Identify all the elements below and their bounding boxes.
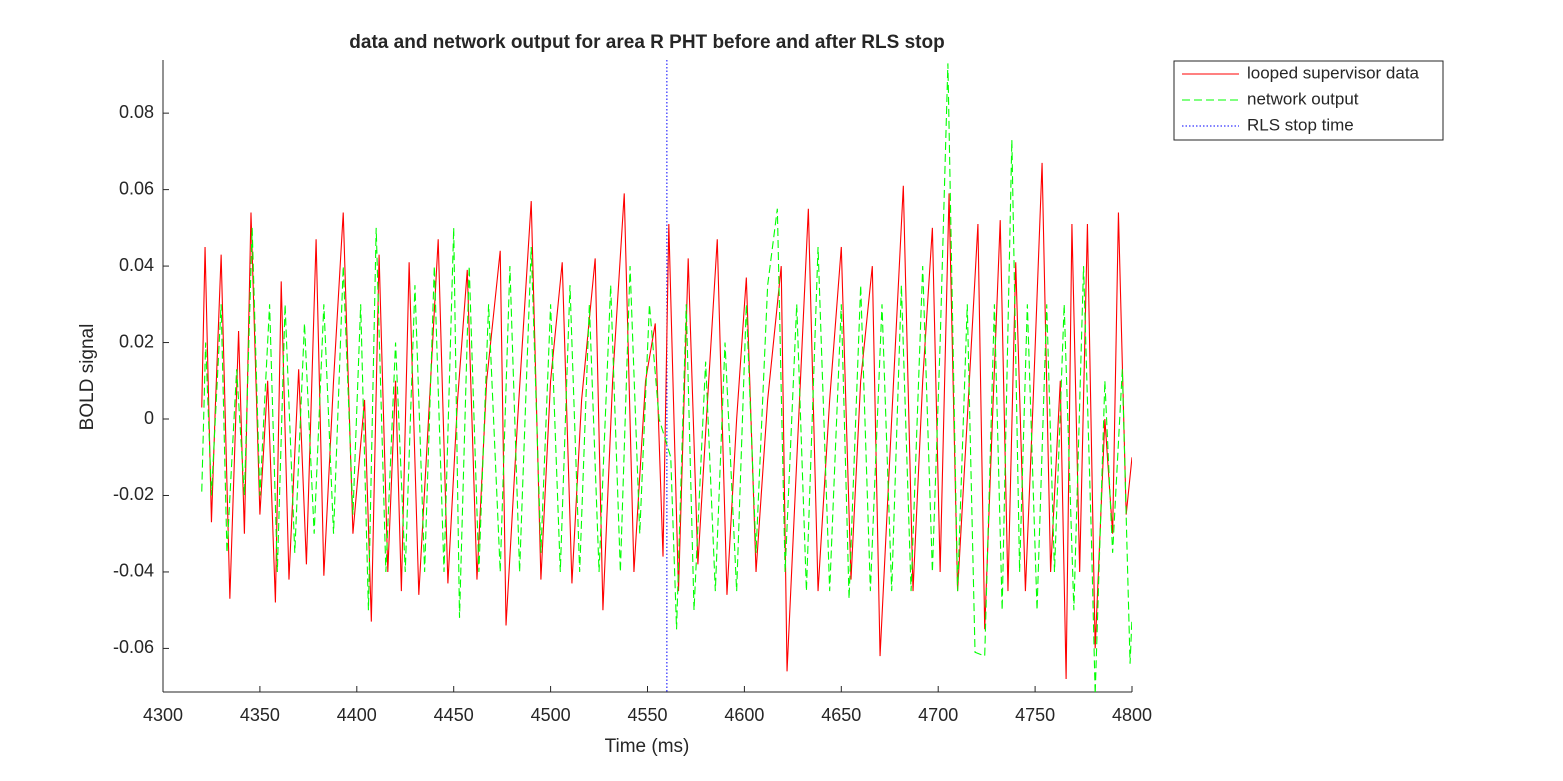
y-tick-label: 0.08 xyxy=(119,102,154,122)
x-tick-label: 4750 xyxy=(1015,705,1055,725)
legend-label: looped supervisor data xyxy=(1247,63,1420,82)
x-tick-label: 4300 xyxy=(143,705,183,725)
y-tick-label: 0.02 xyxy=(119,331,154,351)
x-tick-label: 4500 xyxy=(531,705,571,725)
y-tick-label: 0 xyxy=(144,408,154,428)
y-tick-label: -0.04 xyxy=(113,561,154,581)
x-tick-label: 4400 xyxy=(337,705,377,725)
x-tick-label: 4550 xyxy=(627,705,667,725)
x-tick-label: 4700 xyxy=(918,705,958,725)
x-tick-label: 4450 xyxy=(434,705,474,725)
y-tick-label: -0.02 xyxy=(113,484,154,504)
x-tick-label: 4800 xyxy=(1112,705,1152,725)
y-axis-label: BOLD signal xyxy=(77,324,98,431)
x-tick-label: 4600 xyxy=(724,705,764,725)
chart-title: data and network output for area R PHT b… xyxy=(349,32,944,53)
y-tick-label: 0.06 xyxy=(119,178,154,198)
x-axis-label: Time (ms) xyxy=(605,736,690,757)
y-tick-label: 0.04 xyxy=(119,255,154,275)
legend-label: RLS stop time xyxy=(1247,115,1354,134)
series-line xyxy=(201,63,1132,692)
y-tick-label: -0.06 xyxy=(113,637,154,657)
series-line xyxy=(201,162,1132,680)
x-tick-label: 4650 xyxy=(821,705,861,725)
x-tick-label: 4350 xyxy=(240,705,280,725)
legend-label: network output xyxy=(1247,89,1359,108)
